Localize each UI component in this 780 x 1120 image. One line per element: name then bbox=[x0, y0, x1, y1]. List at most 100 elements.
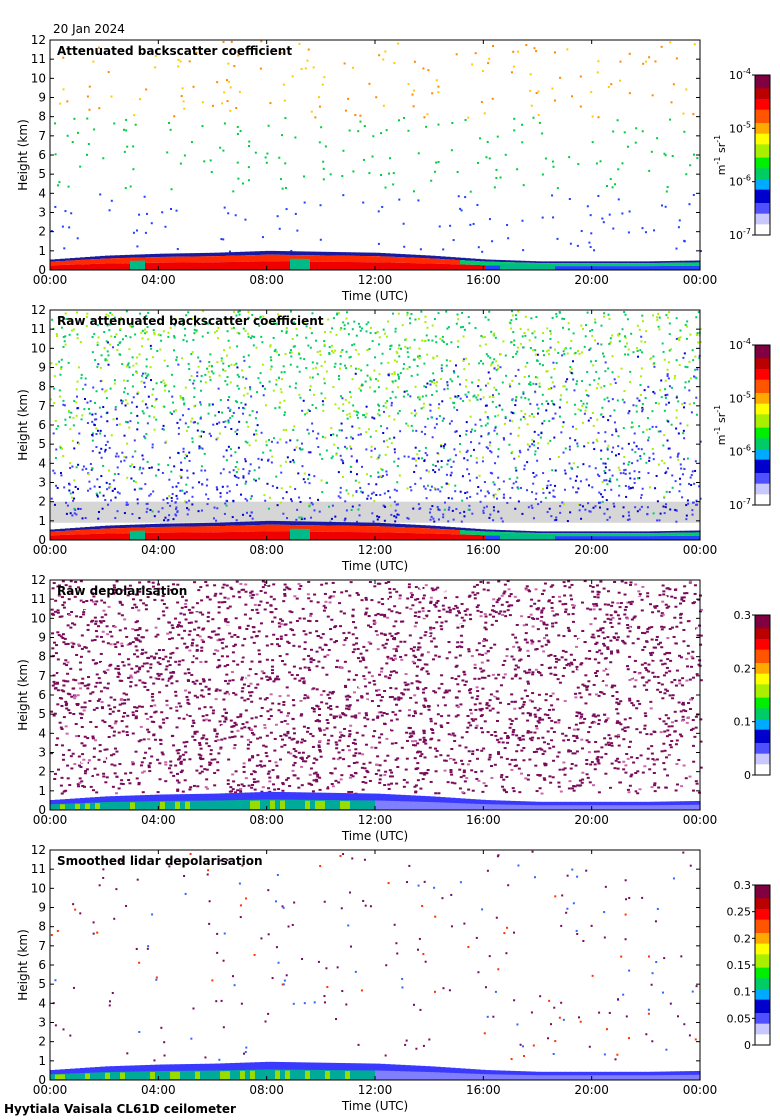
bl-layer bbox=[685, 265, 691, 270]
noise-pixel bbox=[658, 691, 662, 694]
noise-pixel bbox=[305, 367, 308, 370]
noise-pixel bbox=[627, 463, 630, 466]
noise-pixel bbox=[677, 453, 680, 456]
bl-top bbox=[505, 260, 511, 263]
colorbar-segment bbox=[755, 345, 770, 349]
noise-pixel bbox=[303, 517, 306, 520]
noise-pixel bbox=[108, 329, 111, 332]
noise-pixel bbox=[264, 581, 268, 584]
noise-pixel bbox=[487, 432, 490, 435]
noise-pixel bbox=[392, 312, 395, 315]
noise-pixel bbox=[182, 414, 185, 417]
scatter-pixel bbox=[344, 109, 347, 112]
noise-pixel bbox=[165, 684, 169, 687]
noise-pixel bbox=[484, 592, 488, 595]
noise-pixel bbox=[569, 370, 572, 373]
noise-pixel bbox=[370, 445, 373, 448]
noise-pixel bbox=[569, 661, 573, 664]
noise-pixel bbox=[446, 387, 449, 390]
bl-top bbox=[110, 255, 116, 259]
noise-pixel bbox=[131, 356, 134, 359]
bl-layer bbox=[205, 526, 211, 533]
noise-pixel bbox=[455, 704, 459, 707]
bl-layer bbox=[495, 265, 501, 270]
scatter-pixel bbox=[403, 245, 406, 248]
bl-top bbox=[310, 251, 316, 256]
noise-pixel bbox=[501, 381, 504, 384]
noise-pixel bbox=[372, 520, 375, 523]
noise-pixel bbox=[468, 399, 471, 402]
noise-pixel bbox=[523, 468, 526, 471]
noise-pixel bbox=[412, 507, 415, 510]
noise-pixel bbox=[315, 366, 318, 369]
noise-pixel bbox=[530, 700, 534, 703]
noise-pixel bbox=[118, 353, 121, 356]
noise-pixel bbox=[112, 346, 115, 349]
noise-pixel bbox=[262, 315, 265, 318]
noise-pixel bbox=[77, 785, 81, 788]
noise-pixel bbox=[271, 455, 274, 458]
noise-pixel bbox=[601, 500, 604, 503]
noise-pixel bbox=[187, 311, 190, 314]
noise-pixel bbox=[113, 487, 116, 490]
noise-pixel bbox=[442, 340, 445, 343]
noise-pixel bbox=[351, 378, 354, 381]
noise-pixel bbox=[311, 422, 314, 425]
noise-pixel bbox=[462, 619, 466, 622]
noise-pixel bbox=[345, 317, 348, 320]
noise-pixel bbox=[628, 487, 631, 490]
bl-layer bbox=[380, 256, 386, 263]
noise-pixel bbox=[621, 398, 624, 401]
scatter-pixel bbox=[235, 107, 238, 110]
noise-pixel bbox=[624, 353, 627, 356]
noise-pixel bbox=[566, 520, 569, 523]
noise-pixel bbox=[581, 404, 584, 407]
scatter-pixel bbox=[417, 199, 420, 202]
noise-pixel bbox=[109, 643, 113, 646]
noise-pixel bbox=[151, 510, 154, 513]
noise-pixel bbox=[536, 403, 539, 406]
noise-pixel bbox=[203, 317, 206, 320]
scatter-pixel bbox=[319, 204, 322, 207]
bl-top bbox=[515, 530, 521, 533]
noise-pixel bbox=[580, 399, 583, 402]
bl-layer bbox=[535, 534, 541, 540]
noise-pixel bbox=[198, 481, 201, 484]
bl-layer bbox=[115, 533, 121, 540]
bl-layer bbox=[60, 531, 66, 535]
bl-layer bbox=[610, 266, 616, 270]
noise-pixel bbox=[587, 484, 590, 487]
noise-pixel bbox=[60, 744, 64, 747]
noise-pixel bbox=[689, 377, 692, 380]
noise-pixel bbox=[474, 326, 477, 329]
noise-pixel bbox=[113, 316, 116, 319]
noise-pixel bbox=[64, 418, 67, 421]
scatter-pixel bbox=[259, 67, 262, 70]
colorbar-segment bbox=[755, 136, 770, 140]
noise-pixel bbox=[587, 419, 590, 422]
noise-pixel bbox=[551, 692, 555, 695]
noise-pixel bbox=[199, 758, 203, 761]
scatter-pixel bbox=[589, 214, 592, 217]
noise-pixel bbox=[130, 477, 133, 480]
colorbar-segment bbox=[755, 377, 770, 381]
noise-pixel bbox=[553, 519, 556, 522]
colorbar-segment bbox=[755, 205, 770, 209]
noise-pixel bbox=[394, 509, 397, 512]
colorbar-segment bbox=[755, 371, 770, 375]
scatter-pixel bbox=[354, 114, 357, 117]
noise-pixel bbox=[555, 312, 558, 315]
noise-pixel bbox=[324, 360, 327, 363]
colorbar-segment bbox=[755, 451, 770, 455]
noise-pixel bbox=[395, 350, 398, 353]
noise-pixel bbox=[70, 641, 74, 644]
noise-pixel bbox=[77, 507, 80, 510]
scatter-pixel bbox=[303, 201, 306, 204]
noise-pixel bbox=[150, 466, 153, 469]
noise-pixel bbox=[450, 420, 453, 423]
noise-pixel bbox=[162, 330, 165, 333]
noise-pixel bbox=[635, 410, 638, 413]
noise-pixel bbox=[225, 584, 229, 587]
noise-pixel bbox=[215, 486, 218, 489]
noise-pixel bbox=[506, 501, 509, 504]
